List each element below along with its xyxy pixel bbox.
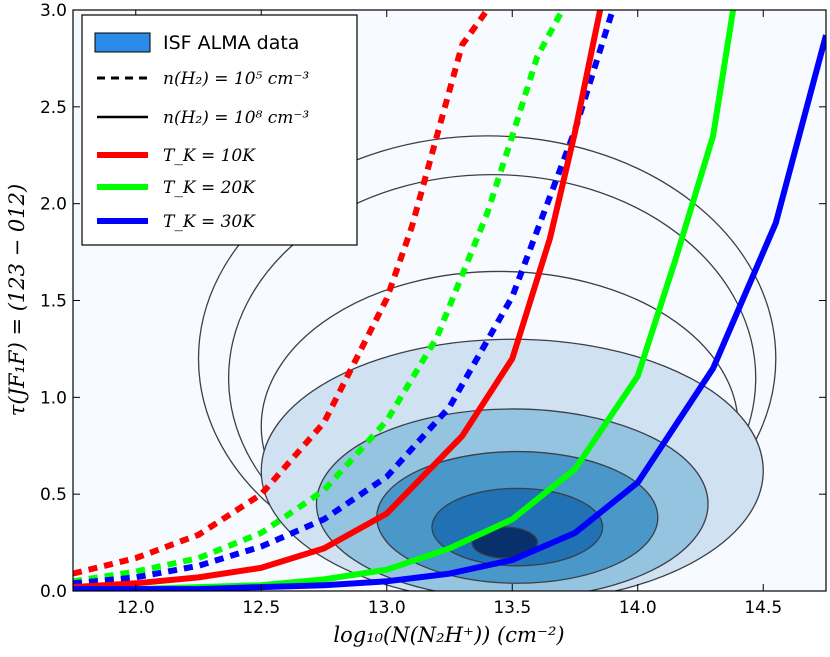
y-tick-label-4: 2.0: [40, 195, 67, 215]
x-tick-label-2: 13.0: [368, 598, 406, 618]
legend-label-alma: ISF ALMA data: [163, 32, 299, 54]
legend-label-dashed: n(H₂) = 10⁵ cm⁻³: [163, 69, 309, 89]
series-line-1: [73, 10, 566, 585]
x-tick-label-3: 13.5: [493, 598, 531, 618]
series-line-5: [73, 34, 826, 591]
series-line-0: [73, 10, 490, 577]
series-lines: [73, 10, 826, 591]
legend-frame: [81, 14, 358, 246]
x-tick-label-5: 14.5: [744, 598, 782, 618]
legend-label-20k: T_K = 20K: [163, 178, 256, 198]
legend-label-solid: n(H₂) = 10⁸ cm⁻³: [163, 108, 309, 128]
axis-ticks: 12.0 12.5 13.0 13.5 14.0 14.5 0.0 0.5 1.0 1.5 2.0 2…: [40, 1, 826, 618]
y-axis-label: τ(JF₁F) = (123 − 012): [5, 184, 29, 416]
legend-swatch-alma: [94, 32, 151, 53]
y-tick-label-1: 0.5: [40, 485, 67, 505]
contour-fill-4: [471, 526, 538, 559]
y-tick-label-5: 2.5: [40, 98, 67, 118]
y-tick-label-3: 1.5: [40, 292, 67, 312]
y-tick-label-6: 3.0: [40, 1, 67, 21]
y-tick-label-2: 1.0: [40, 388, 67, 408]
series-line-3: [73, 10, 604, 591]
legend-label-30k: T_K = 30K: [163, 212, 256, 232]
legend: ISF ALMA data n(H₂) = 10⁵ cm⁻³ n(H₂) = 1…: [81, 14, 358, 246]
y-tick-label-0: 0.0: [40, 582, 67, 602]
series-line-2: [73, 10, 616, 587]
legend-label-10k: T_K = 10K: [163, 146, 256, 166]
x-tick-label-4: 14.0: [619, 598, 657, 618]
x-tick-label-0: 12.0: [117, 598, 155, 618]
x-tick-label-1: 12.5: [242, 598, 280, 618]
x-axis-label: log₁₀(N(N₂H⁺)) (cm⁻²): [333, 623, 564, 647]
